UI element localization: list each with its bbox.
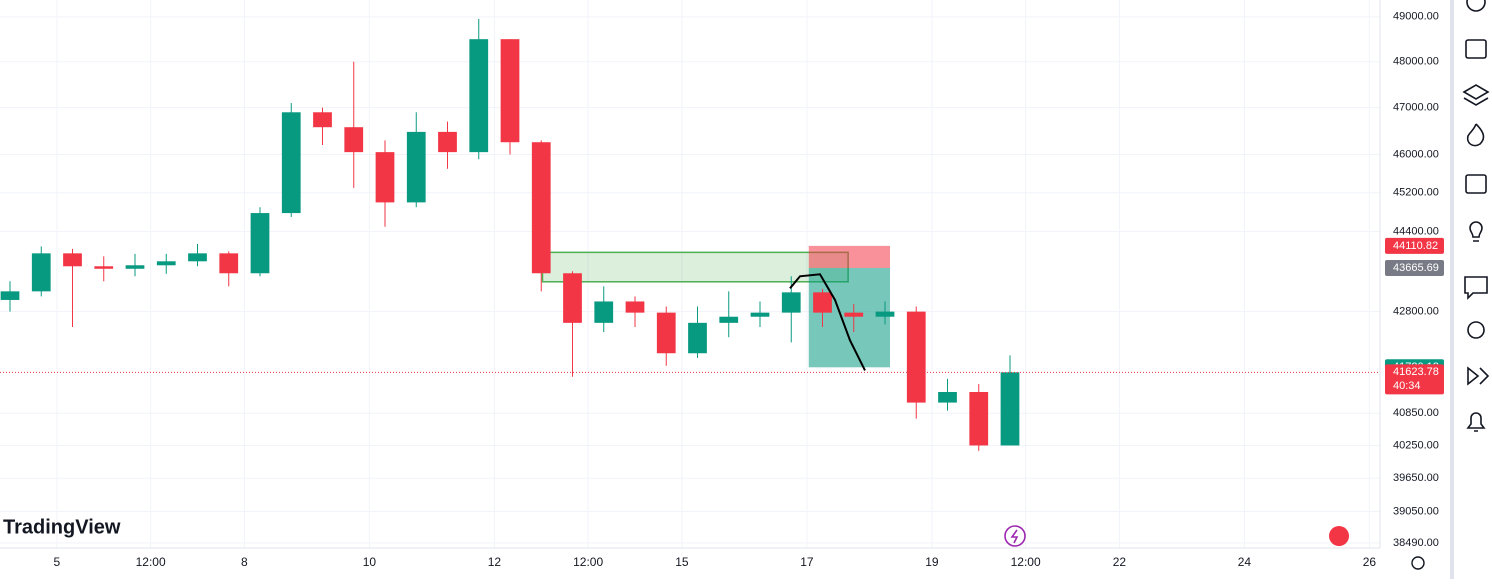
x-tick-label: 12:00: [573, 555, 603, 569]
candle-body: [156, 261, 176, 266]
x-tick-label: 19: [925, 555, 939, 569]
candle-body: [469, 39, 489, 153]
x-tick-label: 12:00: [136, 555, 166, 569]
candle-body: [125, 265, 145, 269]
candle-body: [656, 312, 676, 354]
x-tick-label: 12: [488, 555, 502, 569]
sketch-line: [789, 273, 866, 371]
y-tick-label: 42800.00: [1393, 306, 1439, 318]
candle-body: [250, 213, 270, 274]
y-tick-label: 49000.00: [1393, 11, 1439, 23]
y-tick-label: 39050.00: [1393, 505, 1439, 517]
candle-body: [375, 152, 395, 203]
y-tick-label: 44400.00: [1393, 226, 1439, 238]
y-tick-label: 45200.00: [1393, 187, 1439, 199]
streams-icon[interactable]: [1467, 321, 1485, 339]
candle-body: [594, 301, 614, 323]
candle-body: [969, 391, 989, 446]
price-label-bg: [1385, 237, 1444, 254]
price-label-bg: [1385, 259, 1444, 276]
events-icon[interactable]: [1004, 525, 1026, 547]
hotlist-icon[interactable]: [1466, 123, 1485, 147]
candle-body: [0, 291, 20, 300]
economy-flag-icon[interactable]: [1329, 526, 1349, 546]
x-tick-label: 12:00: [1011, 555, 1041, 569]
candle-body: [63, 253, 82, 267]
candle-body: [1000, 372, 1020, 446]
chat-icon[interactable]: [1464, 276, 1488, 300]
candle-body: [31, 253, 51, 292]
y-tick-label: 40250.00: [1393, 439, 1439, 451]
events-bolt: [1010, 529, 1019, 544]
plot: [0, 19, 1380, 451]
settings-icon[interactable]: [1411, 556, 1425, 570]
ideas-icon[interactable]: [1469, 221, 1483, 242]
candle-body: [875, 311, 895, 317]
stop-zone: [808, 245, 890, 268]
candle-body: [500, 39, 520, 143]
clock-icon[interactable]: [1466, 0, 1486, 12]
candle-body: [281, 112, 301, 214]
y-tick-label: 39650.00: [1393, 472, 1439, 484]
candle-body: [94, 266, 114, 269]
candle-body: [688, 322, 707, 354]
price-label: 43665.69: [1393, 262, 1439, 274]
x-tick-label: 5: [54, 555, 61, 569]
x-tick-label: 26: [1363, 555, 1377, 569]
alerts-icon[interactable]: [1466, 412, 1486, 432]
grid: [0, 0, 1380, 548]
price-label: 41623.78: [1393, 366, 1439, 378]
watchlist-icon[interactable]: [1465, 39, 1487, 59]
candle-body: [844, 312, 864, 317]
x-tick-label: 15: [675, 555, 689, 569]
y-tick-label: 47000.00: [1393, 102, 1439, 114]
candle-body: [531, 142, 551, 274]
price-label: 44110.82: [1393, 240, 1438, 252]
layers-icon[interactable]: [1462, 84, 1490, 106]
x-tick-label: 17: [800, 555, 814, 569]
candle-body: [719, 316, 739, 323]
candle-body: [188, 253, 207, 262]
candle-body: [313, 112, 332, 128]
y-tick-label: 46000.00: [1393, 148, 1439, 160]
candle-body: [625, 301, 645, 313]
candle-body: [563, 273, 582, 323]
candle-body: [219, 253, 239, 274]
y-tick-label: 40850.00: [1393, 407, 1439, 419]
price-label-bg: [1385, 364, 1444, 395]
countdown-label: 40:34: [1393, 380, 1421, 392]
x-tick-label: 8: [241, 555, 248, 569]
y-tick-label: 48000.00: [1393, 56, 1439, 68]
calendar-icon[interactable]: [1465, 174, 1487, 194]
x-tick-label: 10: [363, 555, 377, 569]
x-tick-label: 22: [1113, 555, 1127, 569]
candle-body: [438, 131, 457, 153]
candle-body: [406, 131, 426, 203]
y-tick-label: 38490.00: [1393, 537, 1439, 549]
candle-body: [813, 292, 832, 313]
replay-icon[interactable]: [1467, 366, 1490, 386]
x-tick-label: 24: [1238, 555, 1252, 569]
target-zone: [808, 267, 890, 368]
candle-body: [750, 312, 770, 317]
candle-body: [344, 127, 364, 153]
toolbar: [1462, 0, 1490, 432]
supply-zone: [541, 251, 849, 283]
candle-body: [938, 391, 957, 403]
candle-body: [781, 292, 801, 313]
candle-body: [906, 311, 926, 403]
brand-logo: TradingView: [3, 516, 121, 538]
